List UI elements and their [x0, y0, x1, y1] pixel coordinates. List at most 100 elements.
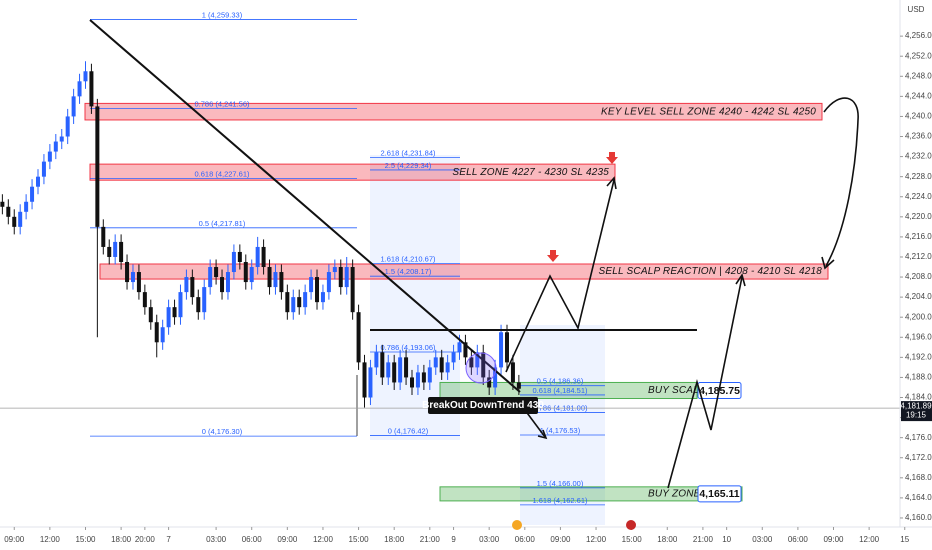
y-tick-label: 4,240.00	[905, 112, 932, 121]
candle-body	[499, 332, 504, 368]
countdown-label: 19:15	[906, 411, 927, 420]
price-box-label: 4,165.11	[699, 488, 739, 500]
arrowhead	[735, 273, 746, 287]
candle-body	[261, 246, 266, 268]
fib-label: 0 (4,176.42)	[388, 427, 429, 436]
y-tick-label: 4,172.00	[905, 453, 932, 462]
y-tick-label: 4,168.00	[905, 473, 932, 482]
x-tick-label: 20:00	[135, 535, 156, 544]
x-tick-label: 06:00	[242, 535, 263, 544]
last-price-box	[901, 401, 932, 422]
candle-body	[184, 277, 189, 293]
candle-body	[35, 176, 40, 187]
candle-body	[30, 186, 35, 202]
candle-body	[285, 292, 290, 313]
y-tick-label: 4,196.00	[905, 332, 932, 341]
candle-body	[148, 307, 153, 323]
candle-body	[95, 106, 100, 227]
candle-body	[392, 362, 397, 383]
zone	[89, 163, 616, 181]
x-tick-label: 18:00	[384, 535, 405, 544]
x-tick-label: 03:00	[206, 535, 227, 544]
down-marker	[547, 250, 559, 262]
candle-body	[516, 382, 521, 389]
zone-label: SELL ZONE 4227 - 4230 SL 4235	[452, 167, 609, 178]
candle-body	[59, 136, 64, 142]
x-tick-label: 15:00	[75, 535, 96, 544]
down-marker	[606, 152, 618, 164]
candle-body	[130, 272, 135, 283]
candle-body	[237, 251, 242, 262]
y-tick-label: 4,164.00	[905, 493, 932, 502]
candle-body	[83, 71, 88, 82]
candle-body	[113, 241, 118, 257]
x-tick-label: 21:00	[420, 535, 441, 544]
candle-body	[89, 71, 94, 107]
zone-label: BUY ZONE	[648, 489, 701, 500]
candle-body	[279, 272, 284, 293]
annotation-text: BreakOut DownTrend 430	[422, 400, 544, 411]
candle-body	[119, 241, 124, 262]
arrowhead	[821, 256, 835, 270]
candle-body	[65, 116, 70, 137]
y-tick-label: 4,212.00	[905, 252, 932, 261]
candle-body	[53, 141, 58, 152]
y-tick-label: 4,188.00	[905, 373, 932, 382]
candle-body	[469, 357, 474, 368]
fib-label: 2.618 (4,231.84)	[380, 148, 436, 157]
zone-label: BUY SCALP	[648, 385, 706, 396]
arrowhead	[537, 429, 548, 440]
candle-body	[71, 96, 76, 117]
event-icon	[512, 520, 522, 530]
projection-path	[505, 179, 615, 373]
candle-body	[24, 201, 29, 212]
x-tick-label: 15:00	[349, 535, 370, 544]
candle-body	[493, 367, 498, 388]
candle-body	[445, 362, 450, 373]
candle-body	[12, 216, 17, 227]
x-tick-label: 10	[722, 535, 731, 544]
candle-body	[487, 377, 492, 388]
x-tick-label: 18:00	[657, 535, 678, 544]
candle-body	[332, 267, 337, 273]
candle-body	[421, 372, 426, 383]
projection-path	[667, 276, 743, 489]
y-tick-label: 4,204.00	[905, 292, 932, 301]
candle-body	[510, 362, 515, 383]
candle-body	[172, 307, 177, 318]
candle-body	[433, 357, 438, 368]
candle-body	[125, 261, 130, 283]
y-tick-label: 4,248.00	[905, 71, 932, 80]
candle-body	[374, 352, 379, 368]
fib-label: 0.618 (4,184.51)	[532, 386, 588, 395]
zone	[439, 486, 743, 502]
arrowhead	[606, 176, 617, 190]
candle-body	[350, 267, 355, 313]
candle-body	[243, 261, 248, 283]
zone	[84, 102, 823, 121]
candle-body	[380, 352, 385, 378]
fib-label: 2.5 (4,229.34)	[385, 161, 432, 170]
x-tick-label: 15:00	[622, 535, 643, 544]
candle-body	[410, 377, 415, 388]
candle-body	[249, 267, 254, 283]
candle-body	[326, 272, 331, 293]
x-tick-label: 12:00	[859, 535, 880, 544]
candle-body	[225, 272, 230, 293]
candle-body	[190, 277, 195, 298]
candle-body	[320, 292, 325, 303]
zone	[439, 381, 698, 400]
y-tick-label: 4,184.00	[905, 393, 932, 402]
event-icon	[626, 520, 636, 530]
x-tick-label: 12:00	[586, 535, 607, 544]
candle-body	[202, 287, 207, 313]
under-layer: 1 (4,259.33) 0.786 (4,241.56) 0.618 (4,227…	[0, 10, 900, 525]
zone-label: KEY LEVEL SELL ZONE 4240 - 4242 SL 4250	[601, 106, 816, 117]
fib-label: 1.618 (4,162.61)	[532, 496, 588, 505]
candle-body	[255, 246, 260, 268]
y-tick-label: 4,232.00	[905, 152, 932, 161]
candle-body	[338, 267, 343, 288]
y-tick-label: 4,252.00	[905, 51, 932, 60]
candle-body	[0, 201, 5, 207]
candle-body	[427, 367, 432, 383]
